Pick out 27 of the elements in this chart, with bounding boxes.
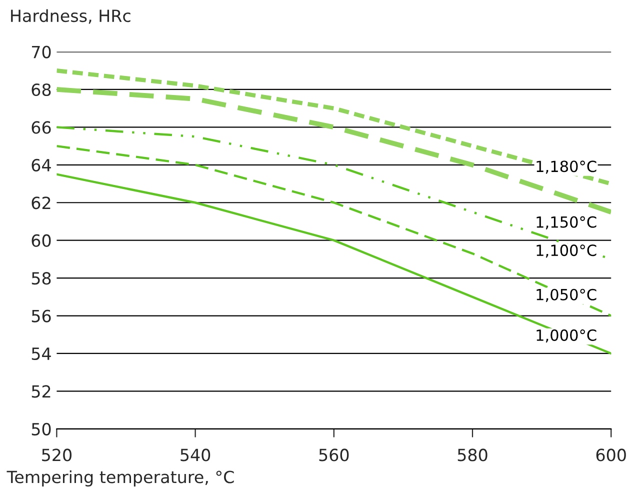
y-tick-label: 68 xyxy=(32,83,51,96)
y-tick-label: 52 xyxy=(32,385,50,398)
y-axis-title: Hardness, HRc xyxy=(11,9,130,24)
y-tick-label: 60 xyxy=(32,234,51,247)
x-axis-title: Tempering temperature, °C xyxy=(6,470,234,487)
series-label: 1,050°C xyxy=(536,288,596,302)
y-tick-label: 64 xyxy=(32,158,51,172)
line-series xyxy=(56,87,612,214)
y-tick-label: 56 xyxy=(32,310,51,322)
x-tick-label: 600 xyxy=(596,448,626,462)
y-tick-label: 54 xyxy=(32,348,51,360)
y-tick-label: 58 xyxy=(32,272,51,285)
line-series xyxy=(56,173,612,355)
series-label: 1,150°C xyxy=(536,216,596,230)
x-tick-label: 540 xyxy=(180,448,210,462)
y-tick-label: 70 xyxy=(32,46,51,58)
series-label: 1,000°C xyxy=(536,329,596,342)
y-tick-label: 62 xyxy=(32,196,50,210)
x-tick-label: 520 xyxy=(42,448,72,462)
series-label: 1,100°C xyxy=(536,244,596,258)
x-tick-label: 560 xyxy=(319,448,349,462)
line-series xyxy=(56,144,612,317)
y-tick-label: 50 xyxy=(32,422,51,436)
y-tick-label: 66 xyxy=(32,121,51,134)
series-label: 1,180°C xyxy=(536,160,596,174)
x-tick-label: 580 xyxy=(458,448,488,462)
line-series xyxy=(56,68,612,186)
